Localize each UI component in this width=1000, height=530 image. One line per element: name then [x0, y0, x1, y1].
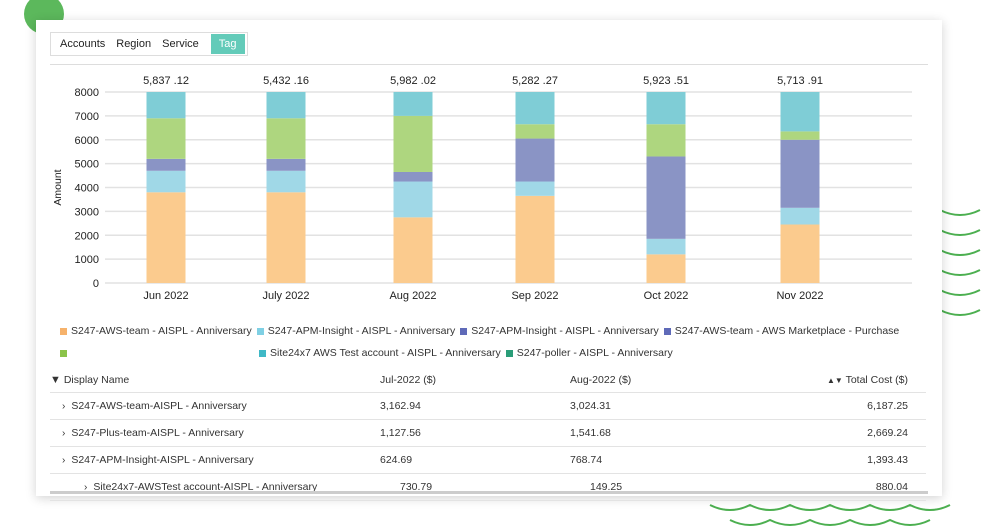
total-data-label: 5,432 .16 — [263, 75, 309, 87]
divider — [50, 64, 928, 65]
legend-item[interactable]: S247-poller - AISPL - Anniversary — [505, 347, 673, 359]
total-data-label: 5,923 .51 — [643, 75, 689, 87]
cost-report-card: Accounts Region Service Tag 0 1000 2000 300… — [36, 20, 942, 501]
bar-segment — [393, 115, 433, 172]
bar-segment — [393, 171, 433, 182]
y-tick-label: 0 — [93, 278, 99, 290]
bar-segment — [780, 131, 820, 140]
expand-chevron-icon[interactable]: › — [62, 400, 66, 412]
x-tick-label: Sep 2022 — [511, 290, 558, 302]
y-tick-label: 6000 — [75, 135, 99, 147]
legend-item[interactable]: Site24x7 AWS Test account - AISPL - Anni… — [259, 347, 501, 359]
bar-segment — [146, 192, 186, 283]
total-data-label: 5,713 .91 — [777, 75, 823, 87]
bar-segment — [266, 118, 306, 159]
bar-segment — [515, 138, 555, 182]
x-tick-label: Jun 2022 — [143, 290, 188, 302]
y-tick-label: 7000 — [75, 111, 99, 123]
table-row[interactable]: › S247-APM-Insight-AISPL - Anniversary 624… — [50, 446, 926, 474]
tab-service[interactable]: Service — [162, 38, 199, 50]
bar-segment — [515, 181, 555, 196]
x-tick-label: Nov 2022 — [776, 290, 823, 302]
legend-item[interactable]: S247-AWS-team - AISPL - Anniversary — [60, 325, 252, 337]
tab-accounts[interactable]: Accounts — [60, 38, 106, 50]
legend-swatch — [505, 349, 513, 357]
total-data-label: 5,837 .12 — [143, 75, 189, 87]
scrollbar[interactable] — [50, 491, 928, 494]
bar-segment — [780, 207, 820, 225]
decor-arcs-right — [939, 209, 981, 316]
group-by-tabs: Accounts Region Service Tag — [50, 32, 248, 56]
y-axis-label: Amount — [52, 169, 64, 205]
bar-segment — [515, 195, 555, 283]
expand-chevron-icon[interactable]: › — [62, 427, 66, 439]
x-tick-label: Oct 2022 — [644, 290, 689, 302]
legend-item[interactable] — [60, 349, 71, 357]
decor-arcs-bottom — [709, 503, 951, 526]
legend-swatch — [60, 349, 67, 357]
table-row[interactable]: › S247-AWS-team-AISPL - Anniversary 3,162.… — [50, 392, 926, 420]
sort-icon[interactable]: ▲▼ — [826, 375, 843, 385]
table-row[interactable]: › S247-Plus-team-AISPL - Anniversary 1,127… — [50, 419, 926, 447]
bar-segment — [266, 192, 306, 283]
bar-segment — [393, 217, 433, 283]
legend-item[interactable]: S247-AWS-team - AWS Marketplace - Purcha… — [663, 325, 899, 337]
legend-item[interactable]: S247-APM-Insight - AISPL - Anniversary — [460, 325, 659, 337]
y-tick-label: 4000 — [75, 183, 99, 195]
bar-segment — [646, 124, 686, 157]
filter-icon[interactable]: ▼ — [50, 373, 61, 386]
bar-segment — [515, 92, 555, 125]
legend-swatch — [60, 327, 67, 335]
col-display-name[interactable]: ▼ Display Name — [50, 368, 380, 393]
bar-segment — [646, 156, 686, 239]
x-tick-label: Aug 2022 — [389, 290, 436, 302]
bar-segment — [146, 170, 186, 193]
y-tick-label: 8000 — [75, 87, 99, 99]
bar-segment — [646, 92, 686, 125]
bar-segment — [146, 92, 186, 119]
y-tick-label: 3000 — [75, 206, 99, 218]
bar-segment — [646, 238, 686, 255]
stacked-bar-chart: 0 1000 2000 3000 4000 5000 6000 7000 8000 Amount J… — [52, 75, 912, 302]
bar-segment — [780, 92, 820, 132]
bar-segment — [266, 92, 306, 119]
legend-item[interactable]: S247-APM-Insight - AISPL - Anniversary — [256, 325, 455, 337]
tab-region[interactable]: Region — [116, 38, 152, 50]
bar-segment — [266, 158, 306, 171]
col-jul[interactable]: Jul-2022 ($) — [380, 368, 570, 393]
chart-legend: S247-AWS-team - AISPL - Anniversary S247… — [60, 320, 940, 364]
y-tick-label: 1000 — [75, 254, 99, 266]
legend-swatch — [663, 327, 671, 335]
bar-segment — [646, 254, 686, 283]
bar-segment — [146, 158, 186, 171]
y-tick-label: 2000 — [75, 230, 99, 242]
cost-table: ▼ Display Name Jul-2022 ($) Aug-2022 ($)… — [50, 368, 926, 501]
table-row[interactable]: › Site24x7-AWSTest account-AISPL - Annive… — [50, 473, 926, 501]
expand-chevron-icon[interactable]: › — [62, 454, 66, 466]
legend-swatch — [259, 349, 266, 357]
bar-segment — [780, 139, 820, 208]
bar-segment — [266, 170, 306, 193]
bar-segment — [393, 181, 433, 218]
bar-segment — [146, 118, 186, 159]
total-data-label: 5,282 .27 — [512, 75, 558, 87]
bar-segment — [780, 224, 820, 283]
col-total[interactable]: ▲▼ Total Cost ($) — [820, 368, 926, 393]
legend-swatch — [256, 327, 264, 335]
x-tick-label: July 2022 — [262, 290, 309, 302]
expand-chevron-icon[interactable]: › — [84, 481, 88, 493]
bar-segment — [515, 124, 555, 139]
tab-tag[interactable]: Tag — [210, 34, 245, 54]
total-data-label: 5,982 .02 — [390, 75, 436, 87]
col-aug[interactable]: Aug-2022 ($) — [570, 368, 820, 393]
bar-segment — [393, 92, 433, 116]
legend-swatch — [460, 327, 468, 335]
y-tick-label: 5000 — [75, 159, 99, 171]
